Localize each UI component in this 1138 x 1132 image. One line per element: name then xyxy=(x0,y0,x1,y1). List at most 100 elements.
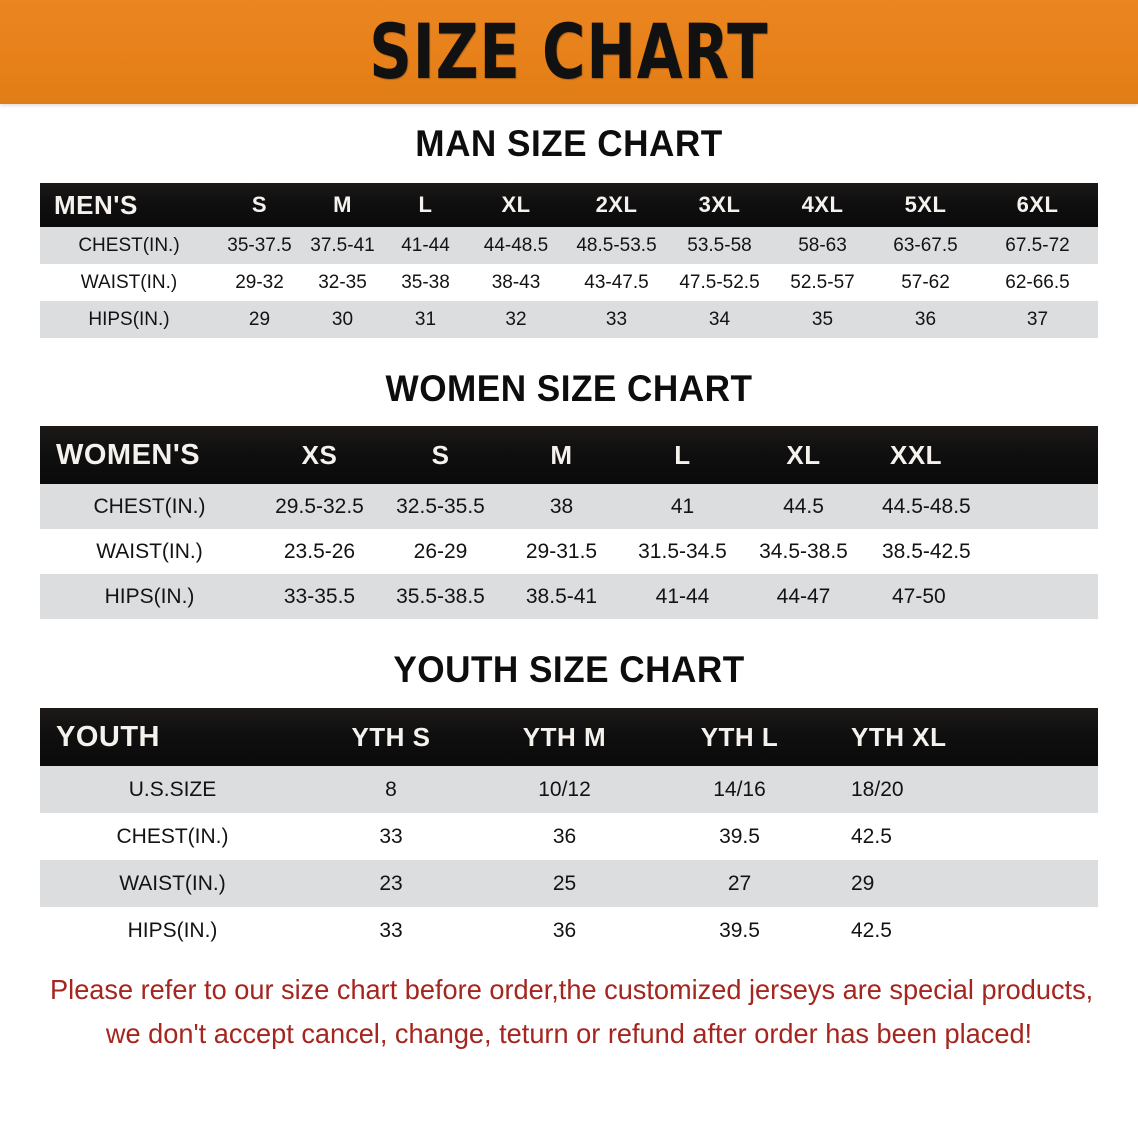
youth-row-label-waist: WAIST(IN.) xyxy=(40,860,305,907)
man-size-table-wrapper: MEN'S S M L XL 2XL 3XL 4XL 5XL 6XL CHEST… xyxy=(40,183,1098,338)
man-col-header-m: M xyxy=(333,192,352,217)
man-size-table: MEN'S S M L XL 2XL 3XL 4XL 5XL 6XL CHEST… xyxy=(40,183,1098,338)
women-cell-hips-xs: 33-35.5 xyxy=(259,574,380,619)
youth-col-header-l: YTH L xyxy=(700,721,779,752)
page-title: SIZE CHART xyxy=(369,7,769,96)
man-cell-chest-l: 41-44 xyxy=(384,227,467,264)
table-row: WAIST(IN.) 23 25 27 29 xyxy=(40,860,1098,907)
women-section-title: WOMEN SIZE CHART xyxy=(385,368,753,409)
youth-corner-label: YOUTH xyxy=(56,720,160,753)
man-corner-label: MEN'S xyxy=(54,189,138,220)
man-cell-waist-4xl: 52.5-57 xyxy=(771,264,874,301)
women-cell-hips-l: 41-44 xyxy=(622,574,743,619)
man-cell-hips-2xl: 33 xyxy=(565,301,668,338)
women-cell-chest-s: 32.5-35.5 xyxy=(380,484,501,529)
women-cell-hips-xl: 44-47 xyxy=(743,574,864,619)
man-row-label-chest: CHEST(IN.) xyxy=(40,227,218,264)
man-cell-hips-3xl: 34 xyxy=(668,301,771,338)
women-col-header-xs: XS xyxy=(301,439,338,470)
youth-col-header-xl: YTH XL xyxy=(851,721,947,752)
man-cell-waist-xl: 38-43 xyxy=(467,264,565,301)
women-row-label-chest: CHEST(IN.) xyxy=(40,484,259,529)
man-cell-waist-6xl: 62-66.5 xyxy=(977,264,1098,301)
man-cell-waist-3xl: 47.5-52.5 xyxy=(668,264,771,301)
women-cell-hips-xxl: 47-50 xyxy=(864,574,1098,619)
women-corner-label: WOMEN'S xyxy=(56,438,201,471)
women-col-header-l: L xyxy=(674,439,691,470)
youth-cell-waist-s: 23 xyxy=(305,860,477,907)
women-col-header-s: S xyxy=(431,439,450,470)
youth-col-header-s: YTH S xyxy=(351,721,431,752)
youth-row-label-chest: CHEST(IN.) xyxy=(40,813,305,860)
man-row-label-waist: WAIST(IN.) xyxy=(40,264,218,301)
youth-size-table: YOUTH YTH S YTH M YTH L YTH XL U.S.SIZE … xyxy=(40,708,1098,954)
man-cell-chest-3xl: 53.5-58 xyxy=(668,227,771,264)
women-col-header-m: M xyxy=(550,439,573,470)
youth-cell-ussize-s: 8 xyxy=(305,766,477,813)
man-col-header-5xl: 5XL xyxy=(904,192,947,217)
youth-size-table-wrapper: YOUTH YTH S YTH M YTH L YTH XL U.S.SIZE … xyxy=(40,708,1098,954)
man-section-title: MAN SIZE CHART xyxy=(415,123,723,164)
women-cell-waist-xs: 23.5-26 xyxy=(259,529,380,574)
man-cell-chest-6xl: 67.5-72 xyxy=(977,227,1098,264)
women-cell-chest-l: 41 xyxy=(622,484,743,529)
women-header-row: WOMEN'S XS S M L XL XXL xyxy=(40,426,1098,484)
man-row-label-hips: HIPS(IN.) xyxy=(40,301,218,338)
youth-cell-ussize-xl: 18/20 xyxy=(827,766,1098,813)
man-cell-chest-xl: 44-48.5 xyxy=(467,227,565,264)
women-row-label-waist: WAIST(IN.) xyxy=(40,529,259,574)
youth-row-label-hips: HIPS(IN.) xyxy=(40,907,305,954)
man-cell-hips-l: 31 xyxy=(384,301,467,338)
table-row: HIPS(IN.) 33-35.5 35.5-38.5 38.5-41 41-4… xyxy=(40,574,1098,619)
youth-cell-hips-xl: 42.5 xyxy=(827,907,1098,954)
man-cell-chest-m: 37.5-41 xyxy=(301,227,384,264)
youth-cell-chest-l: 39.5 xyxy=(652,813,827,860)
youth-cell-chest-xl: 42.5 xyxy=(827,813,1098,860)
man-cell-waist-5xl: 57-62 xyxy=(874,264,977,301)
man-cell-hips-4xl: 35 xyxy=(771,301,874,338)
youth-cell-ussize-l: 14/16 xyxy=(652,766,827,813)
table-row: WAIST(IN.) 23.5-26 26-29 29-31.5 31.5-34… xyxy=(40,529,1098,574)
man-col-header-2xl: 2XL xyxy=(595,192,638,217)
women-cell-chest-xs: 29.5-32.5 xyxy=(259,484,380,529)
man-cell-hips-5xl: 36 xyxy=(874,301,977,338)
youth-col-header-m: YTH M xyxy=(522,721,607,752)
youth-cell-hips-m: 36 xyxy=(477,907,652,954)
youth-cell-waist-m: 25 xyxy=(477,860,652,907)
man-cell-waist-m: 32-35 xyxy=(301,264,384,301)
man-cell-waist-2xl: 43-47.5 xyxy=(565,264,668,301)
women-cell-chest-xl: 44.5 xyxy=(743,484,864,529)
man-cell-chest-s: 35-37.5 xyxy=(218,227,301,264)
man-col-header-6xl: 6XL xyxy=(1016,192,1059,217)
man-header-row: MEN'S S M L XL 2XL 3XL 4XL 5XL 6XL xyxy=(40,183,1098,227)
youth-cell-chest-m: 36 xyxy=(477,813,652,860)
man-cell-hips-m: 30 xyxy=(301,301,384,338)
women-size-table-wrapper: WOMEN'S XS S M L XL XXL CHEST(IN.) 29.5-… xyxy=(40,426,1098,619)
table-row: HIPS(IN.) 29 30 31 32 33 34 35 36 37 xyxy=(40,301,1098,338)
man-col-header-l: L xyxy=(418,192,433,217)
women-cell-chest-xxl: 44.5-48.5 xyxy=(864,484,1098,529)
youth-cell-waist-l: 27 xyxy=(652,860,827,907)
youth-row-label-ussize: U.S.SIZE xyxy=(40,766,305,813)
youth-cell-hips-l: 39.5 xyxy=(652,907,827,954)
man-col-header-3xl: 3XL xyxy=(698,192,741,217)
women-cell-waist-xl: 34.5-38.5 xyxy=(743,529,864,574)
disclaimer-line-2: we don't accept cancel, change, teturn o… xyxy=(105,1018,1033,1049)
disclaimer-line-1: Please refer to our size chart before or… xyxy=(50,974,1094,1005)
man-cell-chest-5xl: 63-67.5 xyxy=(874,227,977,264)
youth-cell-ussize-m: 10/12 xyxy=(477,766,652,813)
table-row: CHEST(IN.) 35-37.5 37.5-41 41-44 44-48.5… xyxy=(40,227,1098,264)
man-cell-waist-l: 35-38 xyxy=(384,264,467,301)
youth-cell-waist-xl: 29 xyxy=(827,860,1098,907)
women-size-table: WOMEN'S XS S M L XL XXL CHEST(IN.) 29.5-… xyxy=(40,426,1098,619)
man-cell-chest-2xl: 48.5-53.5 xyxy=(565,227,668,264)
man-cell-hips-s: 29 xyxy=(218,301,301,338)
table-row: CHEST(IN.) 29.5-32.5 32.5-35.5 38 41 44.… xyxy=(40,484,1098,529)
women-cell-waist-s: 26-29 xyxy=(380,529,501,574)
table-row: U.S.SIZE 8 10/12 14/16 18/20 xyxy=(40,766,1098,813)
women-cell-hips-m: 38.5-41 xyxy=(501,574,622,619)
man-cell-waist-s: 29-32 xyxy=(218,264,301,301)
women-row-label-hips: HIPS(IN.) xyxy=(40,574,259,619)
women-cell-waist-l: 31.5-34.5 xyxy=(622,529,743,574)
table-row: WAIST(IN.) 29-32 32-35 35-38 38-43 43-47… xyxy=(40,264,1098,301)
